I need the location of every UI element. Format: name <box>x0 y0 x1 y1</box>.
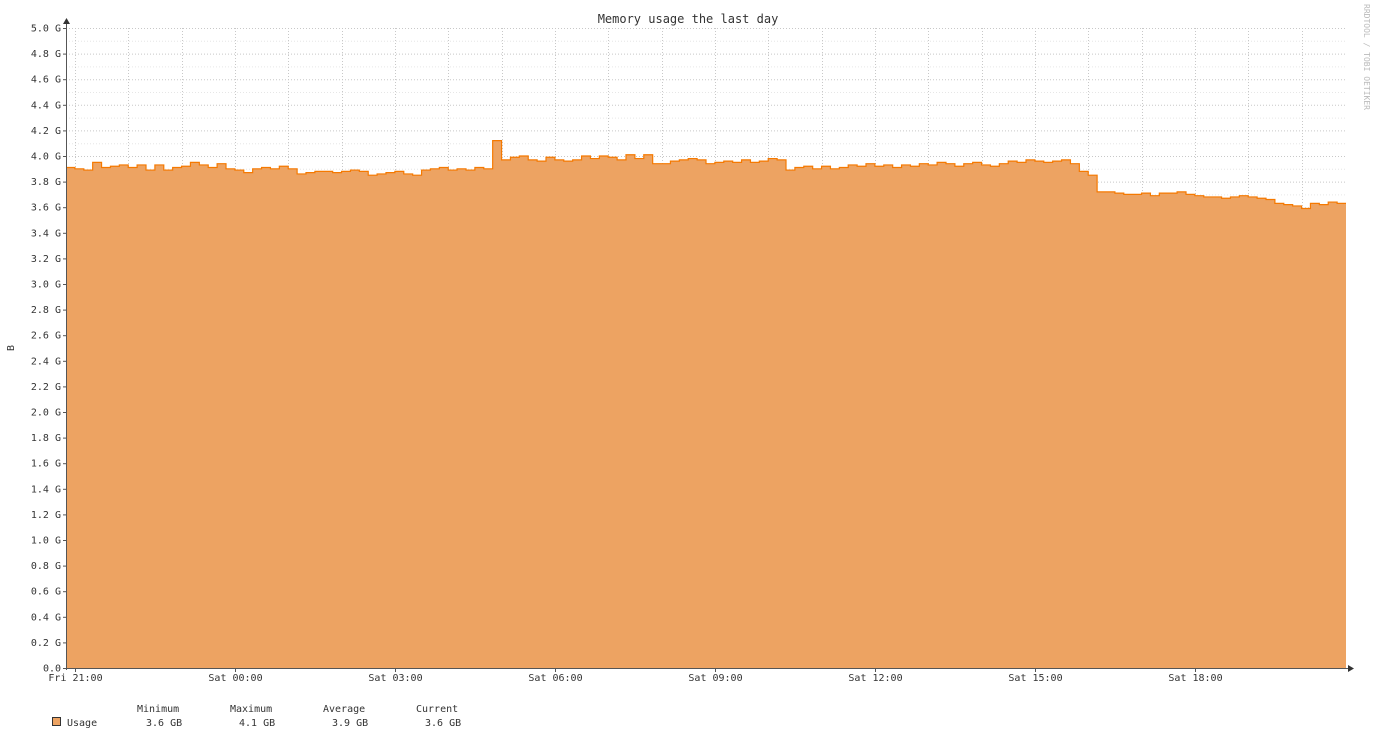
legend-swatch-usage <box>52 717 61 726</box>
legend-max-value: 4.1 GB <box>239 718 275 729</box>
y-tick-label: 4.6 G <box>31 75 61 86</box>
y-tick-label: 1.4 G <box>31 484 61 495</box>
y-tick-label: 0.0 <box>43 664 61 675</box>
y-tick-label: 2.6 G <box>31 331 61 342</box>
legend: Minimum Maximum Average Current Usage 3.… <box>52 704 461 729</box>
y-axis-arrow-icon <box>63 18 70 24</box>
x-tick-label: Sat 09:00 <box>688 673 742 684</box>
y-axis-label: B <box>6 345 17 351</box>
y-tick-label: 4.2 G <box>31 126 61 137</box>
x-tick-label: Sat 12:00 <box>848 673 902 684</box>
x-tick-label: Sat 15:00 <box>1008 673 1062 684</box>
legend-avg-value: 3.9 GB <box>332 718 368 729</box>
x-tick-label: Sat 00:00 <box>208 673 262 684</box>
y-tick-label: 2.2 G <box>31 382 61 393</box>
legend-min-value: 3.6 GB <box>146 718 182 729</box>
y-tick-label: 3.0 G <box>31 280 61 291</box>
y-tick-label: 1.0 G <box>31 536 61 547</box>
chart-title: Memory usage the last day <box>598 12 779 26</box>
y-tick-label: 3.8 G <box>31 177 61 188</box>
y-tick-label: 2.4 G <box>31 356 61 367</box>
legend-label-usage: Usage <box>67 718 97 729</box>
x-tick-label: Fri 21:00 <box>48 673 102 684</box>
watermark: RRDTOOL / TOBI OETIKER <box>1362 4 1371 110</box>
y-tick-label: 3.6 G <box>31 203 61 214</box>
y-tick-label: 2.8 G <box>31 305 61 316</box>
y-tick-label: 3.2 G <box>31 254 61 265</box>
y-tick-label: 4.4 G <box>31 100 61 111</box>
y-tick-label: 0.6 G <box>31 587 61 598</box>
y-tick-label: 0.8 G <box>31 561 61 572</box>
y-tick-label: 3.4 G <box>31 228 61 239</box>
y-tick-label: 0.2 G <box>31 638 61 649</box>
x-tick-label: Sat 06:00 <box>528 673 582 684</box>
x-axis-arrow-icon <box>1348 665 1354 672</box>
legend-current-value: 3.6 GB <box>425 718 461 729</box>
y-tick-label: 2.0 G <box>31 408 61 419</box>
legend-header-minimum: Minimum <box>137 704 179 715</box>
axes <box>63 18 1354 672</box>
x-tick-label: Sat 18:00 <box>1168 673 1222 684</box>
y-tick-label: 4.8 G <box>31 49 61 60</box>
legend-header-current: Current <box>416 704 458 715</box>
x-tick-labels: Fri 21:00 Sat 00:00 Sat 03:00 Sat 06:00 Sat … <box>48 668 1223 684</box>
usage-area <box>66 140 1346 668</box>
y-tick-label: 1.8 G <box>31 433 61 444</box>
y-tick-label: 1.2 G <box>31 510 61 521</box>
y-tick-labels: 0.0 0.2 G 0.4 G 0.6 G 0.8 G 1.0 G 1.2 G 1.4 G 1.… <box>31 24 66 675</box>
y-tick-label: 1.6 G <box>31 459 61 470</box>
legend-header-maximum: Maximum <box>230 704 272 715</box>
y-tick-label: 0.4 G <box>31 612 61 623</box>
x-tick-label: Sat 03:00 <box>368 673 422 684</box>
legend-header-average: Average <box>323 704 365 715</box>
y-tick-label: 4.0 G <box>31 152 61 163</box>
y-tick-label: 5.0 G <box>31 24 61 35</box>
usage-line <box>66 140 1346 210</box>
